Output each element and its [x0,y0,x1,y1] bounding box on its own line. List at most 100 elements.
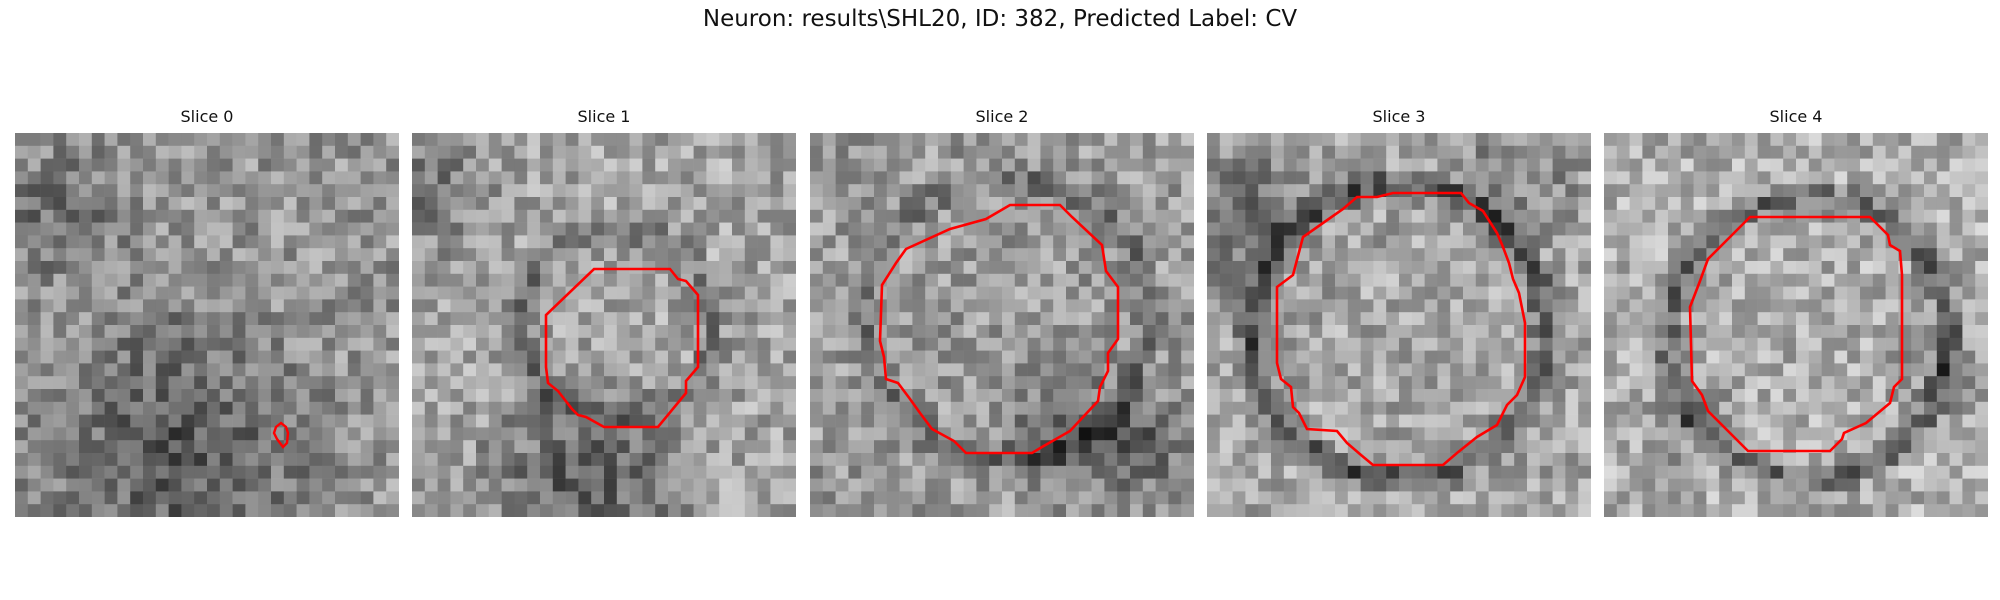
pixel [1565,197,1579,211]
pixel [117,145,131,159]
panel-slice-3: Slice 3 [1207,107,1591,517]
pixel [1322,325,1336,339]
pixel [1347,414,1361,428]
pixel [604,133,618,147]
pixel [1450,414,1464,428]
pixel [629,414,643,428]
pixel [1373,197,1387,211]
pixel [963,273,977,287]
pixel [245,350,259,364]
pixel [1949,273,1963,287]
pixel [1898,222,1912,236]
pixel [219,222,233,236]
pixel [989,465,1003,479]
pixel [1770,504,1784,517]
pixel [1040,222,1054,236]
pixel [810,158,824,172]
pixel [1821,376,1835,390]
pixel [668,465,682,479]
pixel [373,337,387,351]
pixel [552,350,566,364]
pixel [1309,389,1323,403]
pixel [501,273,515,287]
pixel [1770,273,1784,287]
pixel [1373,337,1387,351]
pixel [706,184,720,198]
pixel [770,209,784,223]
pixel [578,133,592,147]
pixel [1424,350,1438,364]
pixel [680,414,694,428]
pixel [1808,504,1822,517]
pixel [1219,222,1233,236]
pixel [1014,248,1028,262]
pixel [1744,350,1758,364]
pixel [1732,158,1746,172]
pixel [616,197,630,211]
pixel [1335,145,1349,159]
pixel [117,222,131,236]
pixel [40,350,54,364]
pixel [1322,453,1336,467]
pixel [1885,261,1899,275]
pixel [1693,133,1707,147]
pixel [104,273,118,287]
pixel [1565,312,1579,326]
pixel [1527,414,1541,428]
pixel [565,440,579,454]
pixel [1475,376,1489,390]
pixel [27,184,41,198]
pixel [848,465,862,479]
pixel [527,427,541,441]
pixel [1347,312,1361,326]
pixel [412,478,426,492]
pixel [1539,478,1553,492]
pixel [283,440,297,454]
pixel [1411,453,1425,467]
pixel [810,478,824,492]
pixel [989,363,1003,377]
pixel [1066,286,1080,300]
pixel [1578,133,1591,147]
pixel [693,389,707,403]
pixel [296,414,310,428]
pixel [1207,145,1221,159]
pixel [1911,286,1925,300]
pixel [1501,325,1515,339]
pixel [476,376,490,390]
pixel [1629,376,1643,390]
pixel [1655,133,1669,147]
pixel [1053,145,1067,159]
pixel [1373,376,1387,390]
pixel [1347,197,1361,211]
pixel [938,184,952,198]
pixel [1360,440,1374,454]
pixel [1680,235,1694,249]
pixel [1796,401,1810,415]
pixel [642,145,656,159]
pixel [322,453,336,467]
pixel [706,197,720,211]
pixel [1808,337,1822,351]
pixel [1271,158,1285,172]
pixel [1872,453,1886,467]
pixel [117,171,131,185]
pixel [1053,504,1067,517]
pixel [181,299,195,313]
pixel [424,158,438,172]
pixel [1078,171,1092,185]
pixel [1078,350,1092,364]
pixel [66,440,80,454]
pixel [925,389,939,403]
pixel [655,248,669,262]
pixel [104,453,118,467]
pixel [757,133,771,147]
pixel [514,248,528,262]
pixel [53,299,67,313]
pixel [616,491,630,505]
pixel [1834,273,1848,287]
pixel [1309,350,1323,364]
pixel [706,504,720,517]
pixel [1411,158,1425,172]
pixel [1155,248,1169,262]
